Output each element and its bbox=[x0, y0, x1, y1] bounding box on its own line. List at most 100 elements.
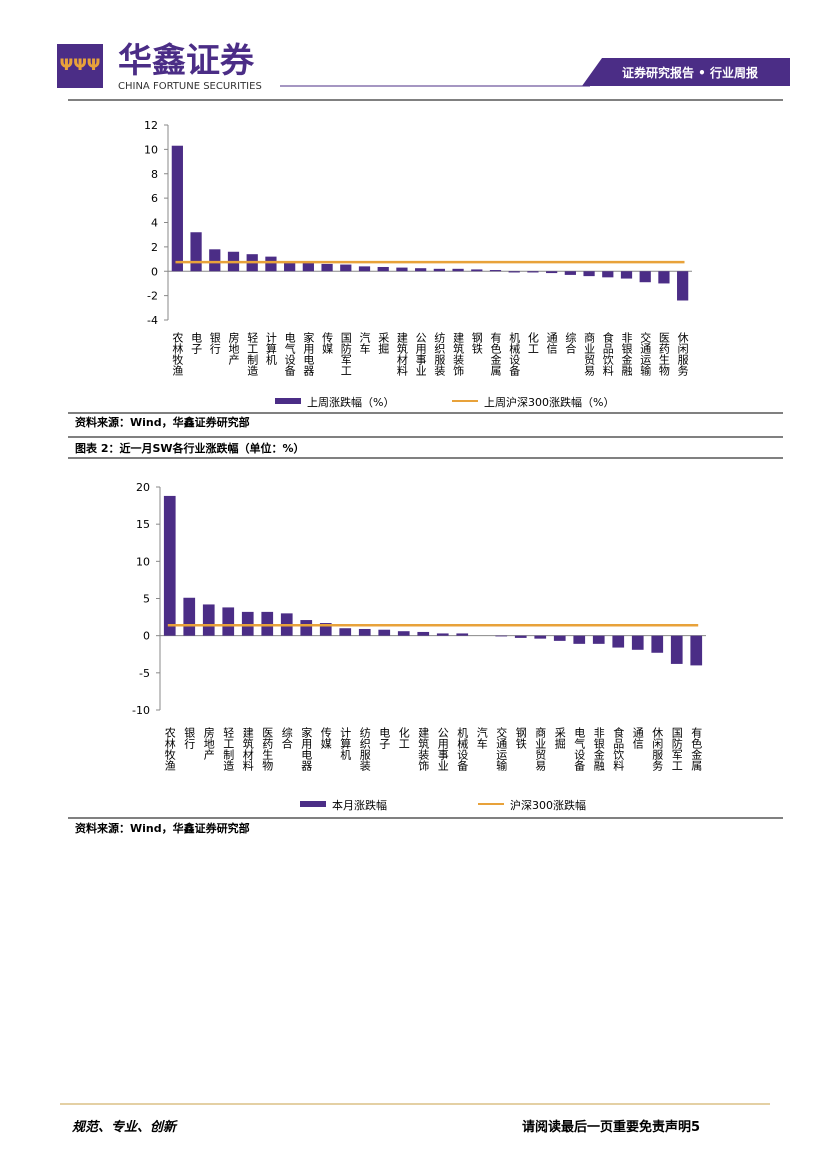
x-tick-label: 钢铁 bbox=[514, 727, 527, 749]
bar bbox=[489, 270, 502, 272]
x-tick-label: 机械设备 bbox=[456, 726, 469, 772]
bar bbox=[265, 256, 277, 272]
bar bbox=[358, 266, 371, 272]
y-tick-label: 4 bbox=[151, 217, 158, 230]
x-tick-label: 农林牧渔 bbox=[171, 331, 184, 377]
bar bbox=[202, 604, 215, 636]
bar bbox=[677, 271, 689, 301]
x-tick-label: 交通运输 bbox=[495, 726, 508, 772]
tag: 证券研究报告 • 行业周报 bbox=[622, 65, 758, 80]
y-tick-label: 6 bbox=[151, 192, 158, 205]
x-tick-label: 非银金融 bbox=[592, 727, 605, 772]
y-tick-label: 5 bbox=[143, 593, 150, 606]
bar bbox=[670, 635, 683, 664]
y-tick-label: 8 bbox=[151, 168, 158, 181]
x-tick-label: 传媒 bbox=[319, 727, 332, 750]
legend-label: 上周沪深300涨跌幅（%） bbox=[484, 395, 614, 409]
bar bbox=[690, 635, 703, 666]
bar bbox=[378, 629, 391, 636]
bar bbox=[658, 271, 670, 284]
caption: 图表 2：近一月SW各行业涨跌幅（单位：%） bbox=[75, 441, 305, 455]
x-tick-label: 电子 bbox=[378, 727, 391, 749]
x-tick-label: 传媒 bbox=[321, 332, 334, 355]
footer-motto: 规范、专业、创新 bbox=[71, 1119, 178, 1135]
x-tick-label: 房地产 bbox=[202, 727, 215, 761]
x-tick-label: 家用电器 bbox=[300, 726, 313, 772]
x-tick-label: 农林牧渔 bbox=[163, 726, 176, 772]
bar bbox=[471, 269, 483, 272]
bar bbox=[639, 271, 651, 283]
y-tick-label: -10 bbox=[132, 704, 150, 717]
y-tick-label: 15 bbox=[136, 518, 150, 531]
source: 资料来源：Wind，华鑫证券研究部 bbox=[75, 415, 250, 429]
bar bbox=[284, 261, 296, 272]
bar bbox=[339, 628, 352, 636]
x-tick-label: 有色金属 bbox=[690, 726, 703, 772]
x-tick-label: 机械设备 bbox=[508, 331, 521, 377]
bar bbox=[456, 633, 469, 636]
x-tick-label: 建筑材料 bbox=[241, 726, 254, 772]
bar bbox=[612, 635, 625, 648]
x-tick-label: 轻工制造 bbox=[246, 331, 259, 376]
bar bbox=[183, 597, 196, 636]
bar bbox=[495, 635, 508, 637]
x-tick-label: 化工 bbox=[397, 726, 410, 749]
y-tick-label: 10 bbox=[144, 143, 158, 156]
company: 华鑫证券 bbox=[118, 41, 255, 81]
x-tick-label: 非银金融 bbox=[620, 332, 633, 377]
bar bbox=[300, 620, 313, 636]
x-tick-label: 汽车 bbox=[358, 331, 371, 355]
bar bbox=[433, 268, 445, 272]
bar bbox=[546, 271, 558, 274]
bar bbox=[415, 268, 427, 272]
bar bbox=[583, 271, 595, 277]
tag-bg bbox=[582, 58, 790, 86]
bar bbox=[396, 267, 408, 272]
x-tick-label: 食品饮料 bbox=[601, 331, 614, 377]
x-tick-label: 医药生物 bbox=[261, 727, 274, 771]
bar bbox=[508, 271, 520, 273]
bar bbox=[592, 635, 605, 644]
x-tick-label: 银行 bbox=[208, 331, 221, 355]
bar bbox=[553, 635, 566, 641]
bar bbox=[261, 611, 274, 636]
y-tick-label: 10 bbox=[136, 555, 150, 568]
bar bbox=[417, 631, 430, 636]
x-tick-label: 建筑装饰 bbox=[452, 331, 465, 376]
y-tick-label: 2 bbox=[151, 241, 158, 254]
y-tick-label: -4 bbox=[147, 314, 158, 327]
x-tick-label: 采掘 bbox=[553, 727, 566, 750]
x-tick-label: 国防军工 bbox=[339, 332, 352, 376]
bar bbox=[527, 271, 539, 273]
bar bbox=[209, 249, 221, 272]
footer-notice: 请阅读最后一页重要免责声明5 bbox=[522, 1119, 700, 1135]
bar bbox=[222, 607, 235, 636]
x-tick-label: 轻工制造 bbox=[222, 726, 235, 771]
logo bbox=[57, 44, 103, 88]
x-tick-label: 商业贸易 bbox=[534, 726, 547, 772]
bar bbox=[358, 628, 371, 636]
x-tick-label: 医药生物 bbox=[657, 332, 670, 376]
bar bbox=[319, 623, 332, 636]
legend-label: 沪深300涨跌幅 bbox=[510, 798, 586, 812]
legend-swatch bbox=[300, 801, 326, 807]
y-tick-label: 0 bbox=[143, 630, 150, 643]
x-tick-label: 家用电器 bbox=[302, 331, 315, 377]
bar bbox=[452, 268, 464, 272]
x-tick-label: 国防军工 bbox=[670, 727, 683, 771]
y-tick-label: -2 bbox=[147, 290, 158, 303]
bar bbox=[564, 271, 576, 275]
x-tick-label: 纺织服装 bbox=[433, 331, 446, 377]
x-tick-label: 综合 bbox=[564, 331, 577, 354]
y-tick-label: 20 bbox=[136, 481, 150, 494]
x-tick-label: 休闲服务 bbox=[651, 727, 664, 771]
bar bbox=[620, 271, 633, 279]
x-tick-label: 电子 bbox=[190, 332, 203, 354]
bar bbox=[651, 635, 664, 653]
x-tick-label: 商业贸易 bbox=[583, 331, 596, 377]
bar bbox=[573, 635, 586, 644]
x-tick-label: 公用事业 bbox=[436, 727, 449, 771]
x-tick-label: 化工 bbox=[526, 331, 539, 354]
bar bbox=[340, 264, 352, 272]
